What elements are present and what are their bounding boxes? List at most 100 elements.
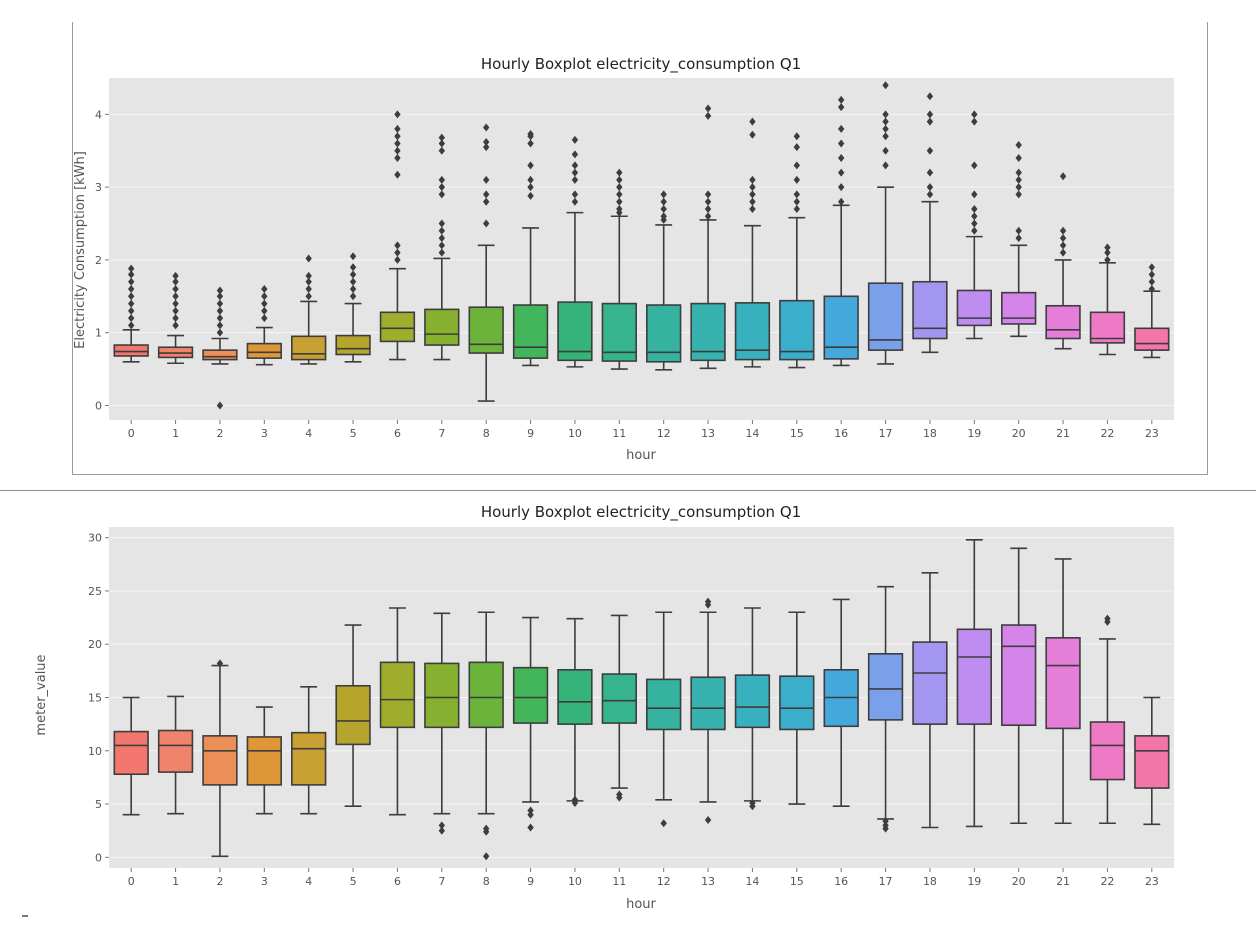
- chart2-iqr-box: [690, 676, 726, 731]
- chart2-ytick-label: 0: [95, 851, 102, 864]
- chart2-flier: [660, 819, 667, 828]
- chart1-box-3: [246, 285, 282, 366]
- chart2-xtick-label: 22: [1100, 875, 1114, 888]
- chart1-xtick-label: 0: [128, 427, 135, 440]
- chart1-flier: [216, 299, 224, 308]
- chart2-box-12: [646, 611, 682, 828]
- chart1-xtick-label: 10: [568, 427, 582, 440]
- chart1-frame: [72, 22, 1208, 475]
- chart1-flier: [926, 183, 934, 192]
- divider-line: [0, 490, 1256, 491]
- chart1-flier: [438, 226, 446, 235]
- chart2-xtick-label: 1: [172, 875, 179, 888]
- chart1-xtick-label: 5: [350, 427, 357, 440]
- chart1-xtick-label: 16: [834, 427, 848, 440]
- chart2-iqr-box: [424, 662, 460, 729]
- chart1-xtick-label: 11: [612, 427, 626, 440]
- chart1-flier: [527, 191, 534, 200]
- chart1-flier: [571, 150, 579, 159]
- chart1-flier: [305, 285, 312, 294]
- chart1-box-4: [291, 254, 327, 365]
- chart1-flier: [793, 143, 801, 152]
- chart1-flier: [394, 146, 401, 155]
- chart1-xtick-label: 2: [216, 427, 223, 440]
- chart1-flier: [926, 117, 934, 126]
- chart2-box-0: [113, 696, 149, 816]
- chart1-box-9: [512, 130, 549, 367]
- chart1-box-5: [335, 252, 371, 363]
- chart1-flier: [394, 248, 401, 257]
- chart1-flier: [571, 168, 579, 177]
- chart2-ylabel: meter_value: [34, 654, 49, 735]
- chart1-box-16: [823, 95, 859, 367]
- chart1-flier: [926, 190, 934, 199]
- chart1-flier: [1015, 140, 1022, 149]
- chart1-xtick-label: 1: [172, 427, 179, 440]
- chart1-flier: [704, 104, 712, 113]
- chart1-flier: [1148, 270, 1156, 279]
- chart2-ytick-label: 30: [88, 532, 102, 545]
- chart1-flier: [482, 123, 490, 132]
- chart2-flier: [216, 659, 224, 668]
- chart2-box-20: [1001, 547, 1037, 825]
- chart1-xtick-label: 21: [1056, 427, 1070, 440]
- chart1-flier: [438, 175, 446, 184]
- chart1-flier: [394, 154, 401, 163]
- chart2-xtick-label: 2: [216, 875, 223, 888]
- chart2-xtick-label: 10: [568, 875, 582, 888]
- chart1-box-13: [690, 104, 726, 370]
- chart1-xtick-label: 22: [1100, 427, 1114, 440]
- chart2-xtick-label: 5: [350, 875, 357, 888]
- chart1-flier: [172, 271, 179, 280]
- chart1-flier: [1059, 241, 1067, 250]
- chart1-xtick-label: 3: [261, 427, 268, 440]
- chart2-flier: [704, 597, 712, 606]
- chart1-flier: [749, 130, 756, 139]
- chart1-flier: [749, 117, 756, 126]
- chart1-flier: [616, 197, 623, 206]
- chart1-flier: [571, 161, 579, 170]
- chart1-flier: [438, 139, 446, 148]
- chart2-iqr-box: [734, 674, 771, 729]
- chart1-flier: [793, 197, 801, 206]
- chart1-flier: [305, 277, 312, 286]
- chart1-flier: [172, 306, 179, 315]
- chart1-flier: [926, 110, 934, 119]
- chart2-box-10: [557, 617, 593, 807]
- chart2-xtick-label: 19: [967, 875, 981, 888]
- chart2-box-16: [823, 598, 859, 807]
- chart1-box-6: [379, 110, 416, 361]
- chart1-iqr-box: [379, 311, 416, 343]
- chart1-iqr-box: [823, 295, 859, 360]
- chart1-flier: [349, 263, 357, 272]
- chart1-flier: [704, 190, 712, 199]
- chart1-flier: [1015, 226, 1022, 235]
- chart1-flier: [349, 270, 357, 279]
- chart2-box-9: [512, 616, 549, 832]
- chart1-iqr-box: [646, 304, 682, 363]
- chart1-flier: [882, 110, 889, 119]
- chart1-flier: [926, 92, 934, 101]
- chart2-iqr-box: [291, 731, 327, 786]
- chart1-flier: [438, 219, 446, 228]
- chart1-flier: [438, 183, 446, 192]
- chart1-flier: [349, 292, 357, 301]
- chart2-title: Hourly Boxplot electricity_consumption Q…: [481, 503, 801, 522]
- chart1-flier: [261, 299, 268, 308]
- chart1-iqr-box: [246, 342, 282, 359]
- chart2-box-1: [157, 695, 194, 815]
- chart1-flier: [704, 212, 712, 221]
- chart1-box-14: [734, 117, 771, 368]
- chart2-xlabel: hour: [626, 897, 656, 912]
- chart1-flier: [1015, 175, 1022, 184]
- chart2-box-15: [779, 611, 815, 805]
- chart1-flier: [1104, 255, 1111, 264]
- chart2-xtick-label: 18: [923, 875, 937, 888]
- chart1-xtick-label: 23: [1145, 427, 1159, 440]
- chart2-iqr-box: [246, 736, 282, 786]
- chart1-iqr-box: [113, 344, 149, 357]
- chart1-flier: [527, 183, 534, 192]
- chart1-flier: [793, 161, 801, 170]
- chart1-flier: [305, 292, 312, 301]
